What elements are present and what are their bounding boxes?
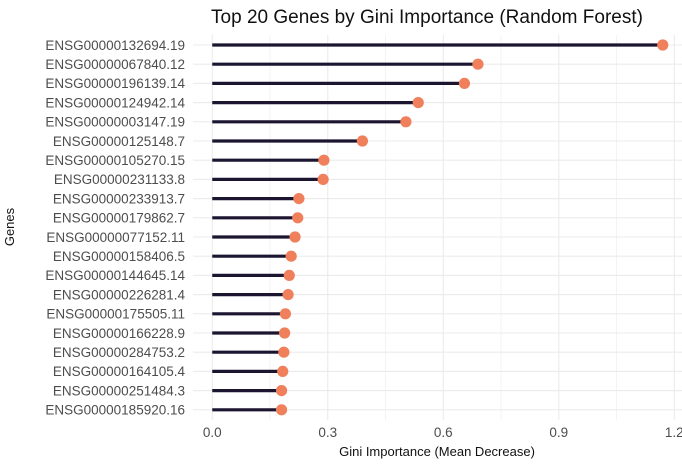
y-tick-label: ENSG00000125148.7	[53, 134, 185, 149]
point	[279, 327, 291, 339]
grid	[193, 35, 682, 420]
point	[657, 39, 669, 51]
y-tick-label: ENSG00000251484.3	[53, 383, 185, 398]
point	[289, 231, 301, 243]
x-tick-label: 0.0	[203, 425, 222, 440]
point	[472, 58, 484, 70]
point	[285, 250, 297, 262]
y-tick-label: ENSG00000132694.19	[45, 38, 185, 53]
y-tick-label: ENSG00000077152.11	[46, 230, 185, 245]
y-tick-label: ENSG00000175505.11	[46, 307, 185, 322]
point	[282, 289, 294, 301]
y-tick-label: ENSG00000226281.4	[53, 287, 186, 302]
y-axis-label: Genes	[2, 207, 17, 246]
point	[275, 404, 288, 416]
x-tick-label: 0.9	[549, 425, 568, 440]
y-tick-label: ENSG00000284753.2	[53, 345, 185, 360]
points	[275, 39, 669, 416]
point	[293, 193, 305, 205]
y-tick-label: ENSG00000124942.14	[45, 95, 185, 110]
x-tick-labels: 0.0 0.3 0.6 0.9 1.2	[203, 425, 682, 440]
point	[412, 97, 424, 109]
y-tick-label: ENSG00000164105.4	[53, 364, 186, 379]
y-tick-label: ENSG00000185920.16	[45, 403, 185, 418]
y-tick-label: ENSG00000158406.5	[53, 249, 185, 264]
stems	[212, 43, 663, 412]
x-tick-label: 0.3	[318, 425, 337, 440]
point	[317, 173, 329, 185]
point	[277, 365, 289, 377]
point	[292, 212, 304, 224]
x-tick-label: 0.6	[434, 425, 453, 440]
x-tick-label: 1.2	[665, 425, 682, 440]
y-tick-labels: ENSG00000132694.19 ENSG00000067840.12 ENSG…	[45, 38, 185, 418]
point	[278, 346, 290, 358]
y-tick-label: ENSG00000231133.8	[54, 172, 185, 187]
chart-title: Top 20 Genes by Gini Importance (Random …	[211, 7, 643, 28]
y-tick-label: ENSG00000105270.15	[45, 153, 185, 168]
y-tick-label: ENSG00000166228.9	[53, 326, 185, 341]
y-tick-label: ENSG00000196139.14	[45, 76, 185, 91]
point	[458, 77, 471, 89]
point	[400, 116, 412, 128]
y-tick-label: ENSG00000003147.19	[45, 115, 185, 130]
point	[283, 269, 295, 281]
y-tick-label: ENSG00000179862.7	[53, 211, 185, 226]
point	[318, 154, 330, 166]
y-tick-label: ENSG00000067840.12	[45, 57, 185, 72]
y-tick-label: ENSG00000144645.14	[45, 268, 185, 283]
point	[279, 308, 292, 320]
x-axis-label: Gini Importance (Mean Decrease)	[339, 444, 535, 459]
y-tick-label: ENSG00000233913.7	[53, 191, 185, 206]
point	[356, 135, 369, 147]
point	[275, 385, 288, 397]
